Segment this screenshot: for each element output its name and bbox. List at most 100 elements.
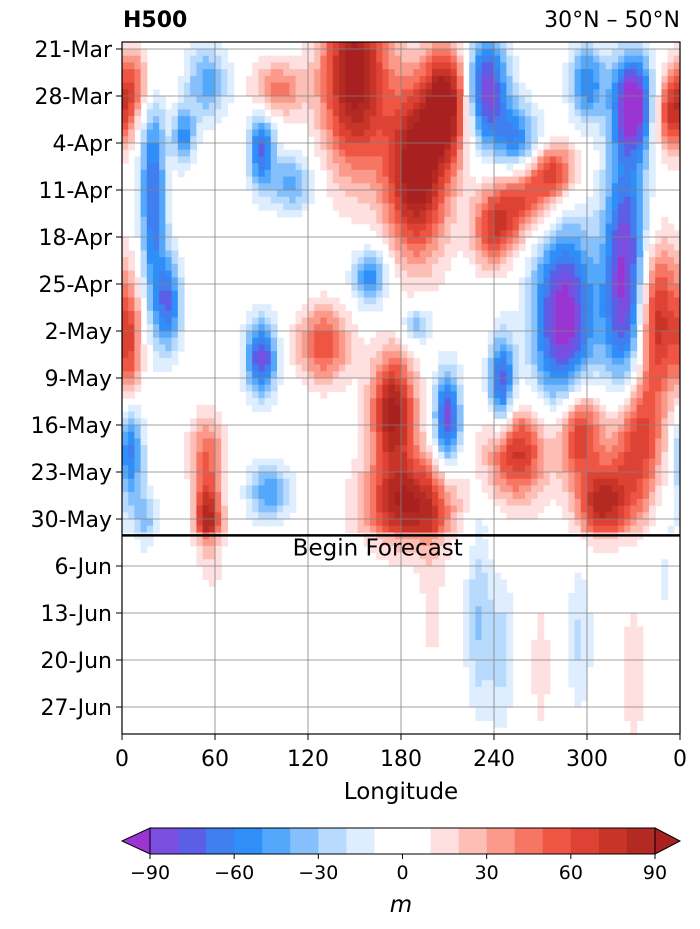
field-cell	[419, 270, 427, 278]
field-cell	[649, 96, 656, 104]
field-cell	[252, 116, 259, 124]
field-cell	[568, 143, 576, 151]
field-cell	[593, 371, 600, 379]
field-cell	[531, 243, 538, 252]
field-cell	[202, 116, 210, 124]
field-cell	[605, 344, 613, 352]
field-cell	[177, 277, 185, 285]
field-cell	[549, 391, 557, 399]
field-cell	[339, 357, 346, 366]
field-cell	[283, 485, 290, 493]
field-cell	[425, 163, 433, 171]
field-cell	[661, 149, 669, 158]
field-cell	[456, 411, 464, 419]
field-cell	[562, 512, 569, 520]
field-cell	[642, 445, 650, 453]
field-cell	[252, 505, 259, 513]
field-cell	[562, 270, 569, 278]
field-cell	[177, 344, 185, 352]
field-cell	[568, 149, 576, 158]
field-cell	[345, 176, 352, 184]
field-cell	[432, 69, 439, 77]
field-cell	[525, 136, 532, 144]
field-cell	[376, 270, 383, 278]
field-cell	[394, 404, 402, 413]
field-cell	[413, 129, 421, 137]
field-cell	[345, 512, 352, 520]
field-cell	[140, 445, 148, 453]
field-cell	[487, 619, 495, 628]
field-cell	[506, 116, 514, 124]
field-cell	[140, 176, 148, 184]
field-cell	[345, 210, 352, 218]
field-cell	[618, 505, 625, 513]
field-cell	[624, 263, 631, 272]
field-cell	[630, 626, 638, 634]
field-cell	[351, 284, 359, 292]
field-cell	[345, 505, 352, 513]
field-cell	[270, 337, 278, 346]
field-cell	[419, 216, 427, 225]
field-cell	[153, 351, 160, 359]
field-cell	[134, 89, 142, 97]
field-cell	[487, 458, 495, 466]
field-cell	[363, 243, 371, 252]
field-cell	[630, 270, 638, 278]
field-cell	[599, 136, 607, 144]
field-cell	[469, 686, 476, 695]
field-cell	[413, 149, 421, 158]
field-cell	[624, 431, 631, 440]
field-cell	[518, 176, 526, 184]
field-cell	[636, 183, 644, 191]
field-cell	[624, 351, 631, 359]
field-cell	[357, 357, 365, 366]
field-cell	[512, 505, 520, 513]
field-cell	[407, 196, 414, 205]
field-cell	[221, 478, 228, 487]
field-cell	[419, 404, 427, 413]
field-cell	[432, 633, 439, 641]
field-cell	[407, 129, 414, 137]
field-cell	[487, 216, 495, 225]
field-cell	[611, 431, 619, 440]
field-cell	[432, 579, 439, 587]
field-cell	[270, 183, 278, 191]
field-cell	[270, 96, 278, 104]
field-cell	[382, 156, 390, 164]
field-cell	[308, 55, 315, 64]
field-cell	[196, 42, 204, 50]
field-cell	[177, 337, 185, 346]
field-cell	[190, 82, 197, 90]
field-cell	[401, 478, 408, 487]
field-cell	[339, 304, 346, 312]
field-cell	[283, 472, 290, 480]
field-cell	[630, 304, 638, 312]
field-cell	[469, 673, 476, 681]
field-cell	[506, 613, 514, 621]
field-cell	[655, 438, 662, 446]
field-cell	[562, 371, 569, 379]
field-cell	[270, 190, 278, 198]
field-cell	[630, 680, 638, 688]
field-cell	[494, 693, 501, 701]
field-cell	[196, 404, 204, 413]
field-cell	[382, 290, 390, 299]
field-cell	[456, 102, 464, 111]
field-cell	[605, 96, 613, 104]
field-cell	[475, 673, 483, 681]
field-cell	[363, 525, 371, 534]
field-cell	[196, 431, 204, 440]
field-cell	[320, 378, 328, 386]
field-cell	[413, 445, 421, 453]
field-cell	[580, 49, 588, 57]
field-cell	[500, 55, 507, 64]
field-cell	[593, 129, 600, 137]
field-cell	[270, 357, 278, 366]
field-cell	[543, 364, 551, 372]
field-cell	[599, 331, 607, 339]
field-cell	[444, 257, 452, 265]
field-cell	[494, 498, 501, 507]
field-cell	[605, 505, 613, 513]
field-cell	[301, 324, 309, 332]
field-cell	[140, 122, 148, 131]
